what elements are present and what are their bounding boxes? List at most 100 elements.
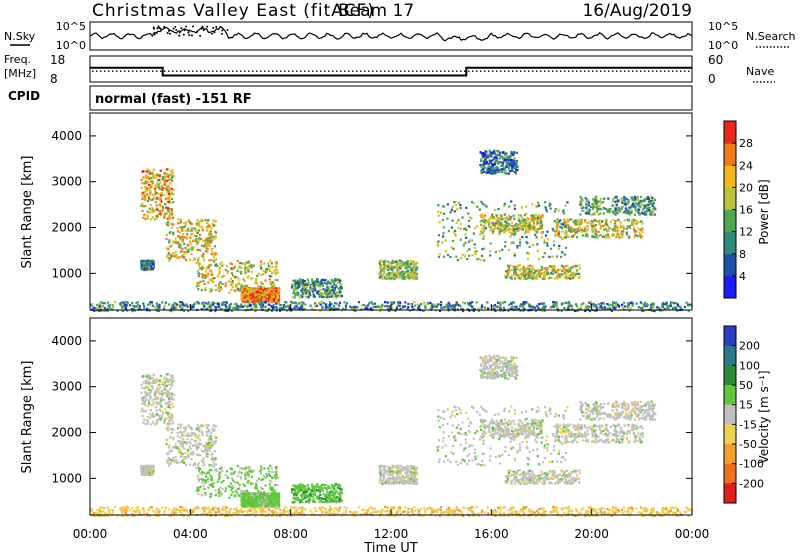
echo-cell	[561, 269, 564, 273]
echo-cell	[178, 256, 181, 259]
echo-cell	[409, 260, 412, 263]
echo-cell	[529, 223, 532, 226]
echo-cell	[562, 225, 565, 228]
echo-cell	[585, 206, 588, 209]
echo-cell	[269, 281, 272, 284]
echo-cell	[318, 285, 321, 288]
echo-cell	[166, 200, 169, 203]
echo-cell	[239, 270, 242, 273]
echo-cell	[187, 250, 190, 253]
echo-cell	[638, 213, 641, 216]
echo-cell	[304, 303, 307, 306]
echo-cell	[644, 197, 647, 200]
echo-cell	[387, 277, 390, 280]
echo-cell	[472, 232, 475, 235]
echo-cell	[228, 304, 231, 307]
echo-cell	[252, 264, 255, 267]
echo-cell	[408, 271, 411, 274]
echo-cell	[162, 187, 166, 190]
echo-cell	[410, 274, 413, 278]
echo-cell	[247, 297, 250, 300]
echo-cell	[142, 196, 145, 199]
echo-cell	[237, 289, 240, 292]
echo-cell	[306, 278, 310, 281]
echo-cell	[606, 225, 610, 228]
echo-cell	[538, 258, 541, 261]
echo-cell	[102, 310, 105, 313]
echo-cell	[148, 197, 151, 200]
echo-cell	[633, 199, 636, 202]
echo-cell	[108, 303, 112, 307]
echo-cell	[408, 277, 411, 280]
echo-cell	[122, 305, 126, 308]
echo-cell	[300, 306, 303, 309]
echo-cell	[582, 206, 585, 209]
echo-cell	[183, 251, 186, 254]
echo-cell	[202, 308, 205, 311]
echo-cell	[546, 271, 550, 274]
echo-cell	[595, 205, 598, 208]
echo-cell	[442, 232, 445, 235]
echo-cell	[294, 301, 297, 304]
echo-cell	[511, 159, 514, 162]
echo-cell	[518, 309, 521, 312]
echo-cell	[503, 231, 506, 234]
echo-cell	[643, 204, 646, 207]
echo-cell	[515, 227, 518, 230]
echo-cell	[207, 219, 210, 222]
echo-cell	[639, 202, 642, 205]
echo-cell	[562, 302, 565, 305]
echo-cell	[324, 294, 328, 297]
echo-cell	[181, 235, 184, 238]
echo-cell	[316, 280, 319, 283]
echo-cell	[365, 304, 368, 308]
echo-cell	[534, 213, 537, 216]
echo-cell	[556, 271, 559, 274]
echo-cell	[558, 244, 561, 248]
echo-cell	[513, 233, 516, 236]
echo-cell	[639, 229, 642, 232]
echo-cell	[318, 283, 321, 286]
echo-cell	[436, 244, 439, 247]
echo-cell	[508, 205, 511, 208]
echo-cell	[489, 229, 492, 232]
echo-cell	[297, 284, 300, 287]
echo-cell	[631, 302, 634, 305]
echo-cell	[152, 266, 155, 269]
echo-cell	[622, 230, 625, 233]
echo-cell	[369, 307, 373, 310]
echo-cell	[507, 270, 511, 273]
echo-cell	[324, 282, 327, 285]
echo-cell	[179, 238, 182, 241]
echo-cell	[650, 195, 653, 198]
echo-cell	[481, 163, 484, 166]
nsearch-dot	[191, 25, 194, 28]
echo-cell	[575, 305, 578, 308]
echo-cell	[513, 271, 516, 274]
echo-cell	[650, 202, 653, 205]
echo-cell	[142, 302, 145, 305]
echo-cell	[494, 153, 497, 156]
echo-cell	[245, 292, 248, 295]
echo-cell	[167, 248, 170, 251]
echo-cell	[188, 229, 191, 232]
echo-cell	[197, 248, 200, 252]
echo-cell	[378, 305, 381, 308]
echo-cell	[562, 212, 566, 215]
echo-cell	[551, 265, 554, 268]
echo-cell	[570, 226, 573, 229]
echo-cell	[415, 267, 418, 270]
echo-cell	[523, 218, 526, 221]
echo-cell	[171, 197, 174, 201]
echo-cell	[499, 221, 502, 224]
echo-cell	[314, 302, 317, 305]
echo-cell	[480, 200, 483, 203]
echo-cell	[317, 293, 320, 296]
echo-cell	[625, 212, 628, 215]
echo-cell	[598, 234, 601, 237]
echo-cell	[243, 296, 246, 299]
echo-cell	[308, 288, 311, 291]
